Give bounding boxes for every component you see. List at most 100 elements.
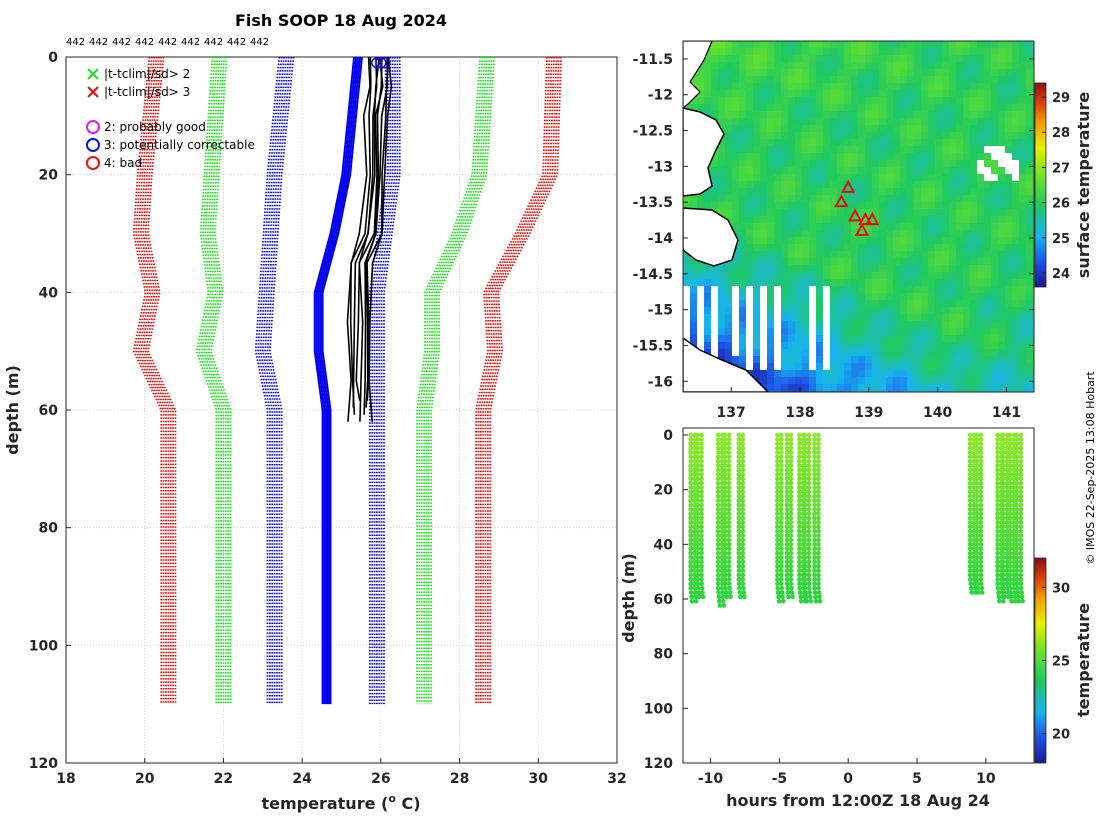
sst-pixel [998, 307, 1005, 314]
cast-point [775, 458, 780, 464]
sst-pixel [956, 174, 963, 181]
cast-point [806, 511, 812, 517]
sst-pixel [928, 251, 935, 258]
sst-pixel [886, 286, 893, 293]
sst-pixel [739, 335, 746, 342]
sst-pixel [830, 83, 837, 90]
sst-pixel [893, 342, 900, 349]
sst-pixel [725, 195, 732, 202]
sst-pixel [872, 230, 879, 237]
y-tick-label: 60 [39, 403, 59, 419]
sst-pixel [900, 356, 907, 363]
cast-point [995, 493, 1000, 499]
cast-point [775, 511, 780, 517]
sst-pixel [851, 258, 858, 265]
sst-pixel [851, 97, 858, 104]
cast-point [695, 507, 700, 512]
cast-point [995, 467, 1000, 473]
cast-point [1012, 594, 1018, 600]
sst-pixel [928, 195, 935, 202]
sst-pixel [907, 195, 914, 202]
cast-point [726, 441, 732, 447]
sst-pixel [879, 335, 886, 342]
cast-column [812, 432, 823, 604]
sst-pixel [970, 174, 977, 181]
series-clim-1sd [368, 57, 401, 705]
cast-point [699, 568, 704, 573]
sst-pixel [753, 237, 760, 244]
sst-pixel [1005, 174, 1012, 181]
cast-point [967, 437, 973, 442]
sst-pixel [998, 41, 1005, 48]
cast-point [802, 572, 808, 578]
cast-point [967, 559, 973, 565]
sst-pixel [942, 139, 949, 146]
sst-pixel [1005, 307, 1012, 314]
cast-point [736, 480, 742, 486]
sst-pixel [837, 97, 844, 104]
sst-pixel [823, 132, 830, 139]
sst-pixel [725, 307, 732, 314]
sst-pixel [788, 279, 795, 286]
sst-pixel [725, 125, 732, 132]
sst-pixel [984, 349, 991, 356]
sst-pixel [858, 300, 865, 307]
sst-pixel [837, 62, 844, 69]
sst-pixel [984, 118, 991, 125]
sst-pixel [970, 69, 977, 76]
sst-pixel [781, 90, 788, 97]
cast-point [736, 555, 742, 560]
profile-series [132, 57, 563, 705]
cast-point [688, 528, 693, 534]
sst-pixel [935, 62, 942, 69]
chart-title: Fish SOOP 18 Aug 2024 [235, 11, 447, 30]
sst-pixel [928, 363, 935, 370]
sst-pixel [767, 335, 774, 342]
sst-pixel [879, 314, 886, 321]
sst-pixel [683, 104, 690, 111]
cast-point [1000, 493, 1006, 499]
sst-pixel [795, 69, 802, 76]
sst-pixel [963, 251, 970, 258]
sst-pixel [837, 76, 844, 83]
sst-pixel [879, 97, 886, 104]
sst-pixel [767, 279, 774, 286]
sst-pixel [809, 160, 816, 167]
sst-pixel [816, 153, 823, 160]
sst-pixel [1005, 195, 1012, 202]
cast-point [1000, 520, 1006, 525]
sst-pixel [851, 370, 858, 377]
cast-point [737, 585, 742, 591]
sst-pixel [886, 244, 893, 251]
sst-pixel [753, 216, 760, 223]
sst-pixel [795, 272, 802, 279]
sst-pixel [711, 48, 718, 55]
sst-pixel [781, 363, 788, 370]
cast-point [775, 520, 780, 525]
cast-point [974, 568, 980, 573]
sst-pixel [886, 335, 893, 342]
sst-pixel [809, 125, 816, 132]
sst-pixel [774, 286, 781, 293]
cast-point [802, 463, 808, 468]
sst-pixel [1012, 293, 1019, 300]
cast-point [726, 476, 732, 482]
sst-pixel [935, 377, 942, 384]
sst-pixel [718, 265, 725, 272]
sst-pixel [774, 195, 781, 202]
sst-pixel [956, 314, 963, 321]
cast-point [812, 472, 817, 477]
sst-pixel [711, 69, 718, 76]
cast-point [788, 432, 794, 438]
sst-pixel [781, 55, 788, 62]
sst-pixel [998, 286, 1005, 293]
cast-point [779, 480, 784, 486]
cast-point [736, 568, 742, 573]
sst-pixel [844, 321, 851, 328]
cast-point [812, 489, 817, 495]
cast-point [1019, 590, 1024, 595]
sst-pixel [991, 300, 998, 307]
sst-pixel [725, 209, 732, 216]
cast-point [1014, 507, 1020, 512]
sst-pixel [725, 279, 732, 286]
